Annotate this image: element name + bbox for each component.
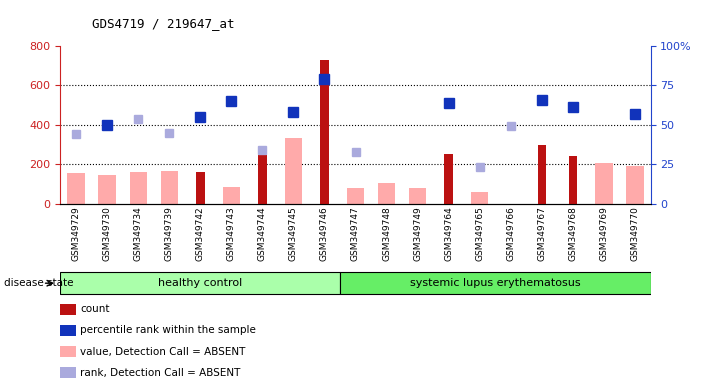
Bar <box>99 175 116 204</box>
Bar <box>196 172 205 204</box>
Text: systemic lupus erythematosus: systemic lupus erythematosus <box>410 278 581 288</box>
Text: percentile rank within the sample: percentile rank within the sample <box>80 325 256 336</box>
Bar <box>60 272 340 295</box>
Bar <box>258 155 267 204</box>
Bar <box>68 173 85 204</box>
Bar <box>161 171 178 204</box>
Bar <box>569 156 577 204</box>
Bar <box>378 183 395 204</box>
Bar <box>626 166 643 204</box>
Text: GDS4719 / 219647_at: GDS4719 / 219647_at <box>92 17 235 30</box>
Bar <box>223 187 240 204</box>
Bar <box>444 154 453 204</box>
Bar <box>340 272 651 295</box>
Text: rank, Detection Call = ABSENT: rank, Detection Call = ABSENT <box>80 367 241 378</box>
Bar <box>471 192 488 204</box>
Bar <box>538 146 546 204</box>
Text: count: count <box>80 304 109 314</box>
Bar <box>347 188 364 204</box>
Bar <box>320 60 328 204</box>
Text: healthy control: healthy control <box>158 278 242 288</box>
Text: value, Detection Call = ABSENT: value, Detection Call = ABSENT <box>80 346 246 357</box>
Text: disease state: disease state <box>4 278 73 288</box>
Bar <box>595 163 612 204</box>
Bar <box>285 137 302 204</box>
Bar <box>409 188 426 204</box>
Bar <box>129 172 146 204</box>
